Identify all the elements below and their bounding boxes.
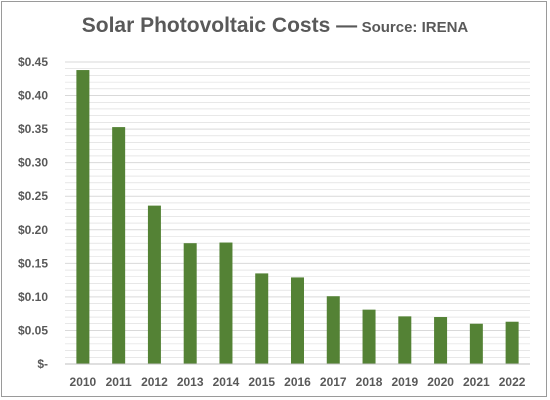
y-tick-label: $0.05 bbox=[18, 323, 48, 337]
x-tick-label: 2011 bbox=[106, 375, 132, 389]
bar bbox=[434, 317, 448, 364]
y-tick-label: $- bbox=[37, 357, 48, 371]
bar bbox=[505, 321, 519, 364]
bar bbox=[76, 70, 90, 364]
bar bbox=[183, 243, 197, 364]
bar bbox=[147, 205, 161, 364]
bar bbox=[255, 273, 269, 364]
x-tick-label: 2013 bbox=[177, 375, 204, 389]
y-tick-label: $0.10 bbox=[18, 290, 48, 304]
y-tick-label: $0.40 bbox=[18, 89, 48, 103]
bar bbox=[219, 242, 233, 364]
chart-title: Solar Photovoltaic Costs — Source: IRENA bbox=[0, 14, 550, 38]
bar bbox=[362, 309, 376, 364]
x-tick-label: 2017 bbox=[320, 375, 347, 389]
bar bbox=[291, 277, 304, 364]
y-tick-label: $0.20 bbox=[18, 223, 48, 237]
x-tick-label: 2010 bbox=[70, 375, 97, 389]
x-tick-label: 2018 bbox=[356, 375, 383, 389]
x-tick-label: 2015 bbox=[248, 375, 275, 389]
x-tick-label: 2016 bbox=[284, 375, 311, 389]
x-tick-label: 2020 bbox=[427, 375, 454, 389]
x-tick-label: 2019 bbox=[391, 375, 418, 389]
bar bbox=[112, 127, 126, 364]
bar bbox=[398, 316, 412, 364]
x-tick-label: 2012 bbox=[141, 375, 168, 389]
bar bbox=[469, 323, 483, 364]
chart-title-source: Source: IRENA bbox=[361, 19, 469, 36]
y-tick-label: $0.35 bbox=[18, 122, 48, 136]
chart-title-main: Solar Photovoltaic Costs — bbox=[81, 14, 358, 37]
y-tick-label: $0.30 bbox=[18, 156, 48, 170]
y-tick-label: $0.15 bbox=[18, 256, 48, 270]
x-tick-label: 2022 bbox=[499, 375, 526, 389]
bar bbox=[326, 296, 340, 364]
x-tick-label: 2014 bbox=[213, 375, 240, 389]
x-tick-label: 2021 bbox=[463, 375, 490, 389]
y-tick-label: $0.25 bbox=[18, 189, 48, 203]
y-tick-label: $0.45 bbox=[18, 55, 48, 69]
